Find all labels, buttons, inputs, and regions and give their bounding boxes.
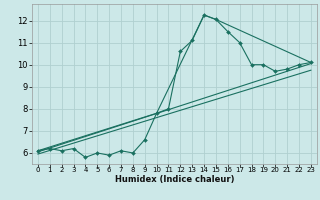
X-axis label: Humidex (Indice chaleur): Humidex (Indice chaleur) <box>115 175 234 184</box>
